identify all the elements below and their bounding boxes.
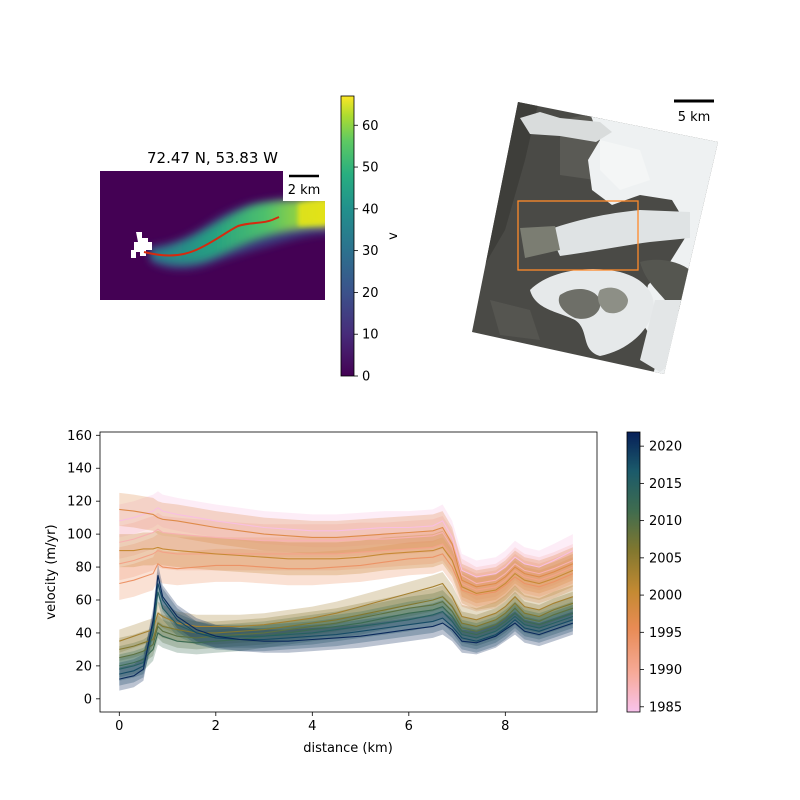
series-band-1994 (119, 537, 573, 612)
y-tick-label: 80 (75, 561, 92, 576)
x-tick-label: 4 (308, 719, 316, 734)
year-colorbar-tick-label: 2015 (649, 477, 682, 492)
velocity-colorbar: 0 10 20 30 40 50 60 v (340, 95, 401, 385)
velocity-map-scalebar: 2 km (283, 171, 325, 201)
profile-line (143, 216, 280, 257)
series-line-2000 (119, 546, 574, 594)
series-band-2012 (119, 595, 573, 678)
series-line-2012 (119, 605, 574, 667)
satellite-scalebar-label: 5 km (678, 110, 711, 125)
y-axis-ticks: 0 20 40 60 80 100 120 140 160 (67, 429, 100, 707)
x-axis-ticks: 0 2 4 6 8 (115, 712, 509, 734)
year-colorbar-ticks: 1985 1990 1995 2000 2005 2010 2015 2020 (640, 440, 682, 715)
series-band-2006 (119, 585, 573, 661)
series-line-2006 (119, 596, 574, 650)
uncertainty-bands (119, 491, 573, 691)
series-line-2018 (119, 583, 574, 675)
velocity-map-title: 72.47 N, 53.83 W (147, 149, 278, 167)
year-colorbar-tick-label: 1985 (649, 700, 682, 715)
y-tick-label: 160 (67, 429, 92, 444)
velocity-colorbar-tick-label: 40 (362, 202, 379, 217)
x-tick-label: 8 (501, 719, 509, 734)
series-line-2021 (119, 575, 574, 680)
velocity-colorbar-tick-label: 0 (362, 370, 370, 385)
y-tick-label: 20 (75, 659, 92, 674)
velocity-colorbar-ticks: 0 10 20 30 40 50 60 (354, 119, 379, 385)
x-tick-label: 0 (115, 719, 123, 734)
y-tick-label: 40 (75, 626, 92, 641)
velocity-map: 72.47 N, 53.83 W 2 km 0 10 20 30 40 50 60 v (100, 95, 401, 385)
series-band-2021 (119, 563, 573, 691)
velocity-colorbar-tick-label: 60 (362, 119, 379, 134)
series-band-2009 (119, 590, 573, 670)
year-colorbar-tick-label: 2010 (649, 514, 682, 529)
x-tick-label: 6 (405, 719, 413, 734)
series-band-2003 (119, 572, 573, 653)
year-colorbar: 1985 1990 1995 2000 2005 2010 2015 2020 (626, 431, 682, 715)
year-colorbar-tick-label: 1990 (649, 663, 682, 678)
velocity-colorbar-label: v (386, 232, 401, 240)
velocity-colorbar-tick-label: 30 (362, 244, 379, 259)
year-colorbar-tick-label: 2020 (649, 440, 682, 455)
study-area-box (517, 200, 639, 271)
year-colorbar-tick-label: 2000 (649, 589, 682, 604)
y-tick-label: 0 (84, 692, 92, 707)
y-tick-label: 100 (67, 528, 92, 543)
plot-frame (99, 431, 598, 713)
series-line-1988 (119, 528, 574, 585)
satellite-image (472, 102, 718, 374)
year-colorbar-tick-label: 1995 (649, 626, 682, 641)
satellite-map: 5 km (472, 96, 718, 374)
series-band-2000 (119, 530, 573, 610)
year-colorbar-tick-label: 2005 (649, 551, 682, 566)
x-axis-label: distance (km) (303, 741, 393, 756)
series-line-2009 (119, 600, 574, 659)
velocity-profile-chart: 0 2 4 6 8 0 20 40 60 80 100 120 140 160 distance (km… (44, 429, 682, 756)
y-axis-label: velocity (m/yr) (44, 524, 59, 619)
series-line-1997 (119, 508, 574, 588)
series-line-2003 (119, 582, 574, 642)
satellite-scalebar: 5 km (670, 96, 718, 128)
y-tick-label: 120 (67, 495, 92, 510)
y-tick-label: 140 (67, 462, 92, 477)
velocity-colorbar-tick-label: 10 (362, 328, 379, 343)
series-band-1991 (119, 527, 573, 607)
velocity-colorbar-tick-label: 20 (362, 286, 379, 301)
series-line-1985 (119, 507, 574, 578)
series-band-2015 (119, 580, 573, 681)
series-lines (119, 507, 574, 680)
velocity-map-scalebar-label: 2 km (288, 183, 321, 198)
x-tick-label: 2 (212, 719, 220, 734)
series-line-1991 (119, 543, 574, 591)
series-line-1994 (119, 553, 574, 596)
velocity-colorbar-tick-label: 50 (362, 161, 379, 176)
series-line-2015 (119, 591, 574, 670)
y-tick-label: 60 (75, 594, 92, 609)
